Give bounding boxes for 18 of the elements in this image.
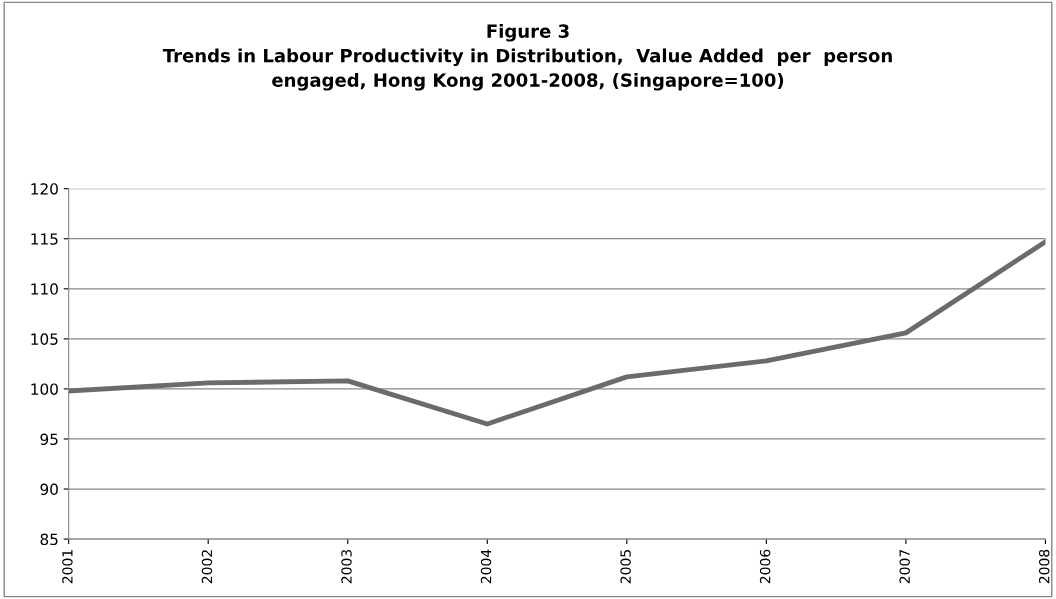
x-tick-label: 2007 [899,550,910,584]
x-tick-label: 2003 [341,549,352,584]
y-tick-label: 120 [31,183,58,195]
chart-title: Figure 3 Trends in Labour Productivity in Distribution, Value Added per person engaged, Hong Kong 2001-2008, (Singapore=100) [162,23,892,91]
y-tick-label: 85 [40,533,58,546]
x-tick-label: 2001 [62,550,73,584]
y-tick-label: 90 [40,483,58,496]
x-tick-label: 2004 [480,549,492,584]
x-tick-label: 2006 [759,549,771,584]
line-series [68,239,1046,427]
y-tick-label: 100 [31,383,58,395]
y-tick-label: 110 [31,283,58,295]
x-tick-label: 2008 [1038,549,1050,584]
y-tick-label: 95 [40,433,58,445]
y-tick-label: 115 [31,233,58,245]
x-tick-label: 2005 [620,550,631,584]
x-tick-label: 2002 [201,550,213,584]
y-tick-label: 105 [31,333,58,345]
